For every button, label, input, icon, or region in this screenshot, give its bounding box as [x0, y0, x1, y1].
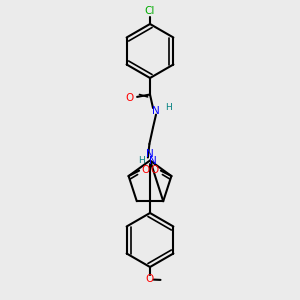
Text: O: O [151, 165, 159, 175]
Text: Cl: Cl [145, 7, 155, 16]
Text: H: H [138, 156, 145, 165]
Text: O: O [146, 274, 154, 284]
Text: N: N [152, 106, 160, 116]
Text: O: O [126, 92, 134, 103]
Text: N: N [149, 155, 157, 166]
Text: N: N [146, 149, 154, 159]
Text: H: H [165, 103, 172, 112]
Text: O: O [141, 165, 149, 175]
